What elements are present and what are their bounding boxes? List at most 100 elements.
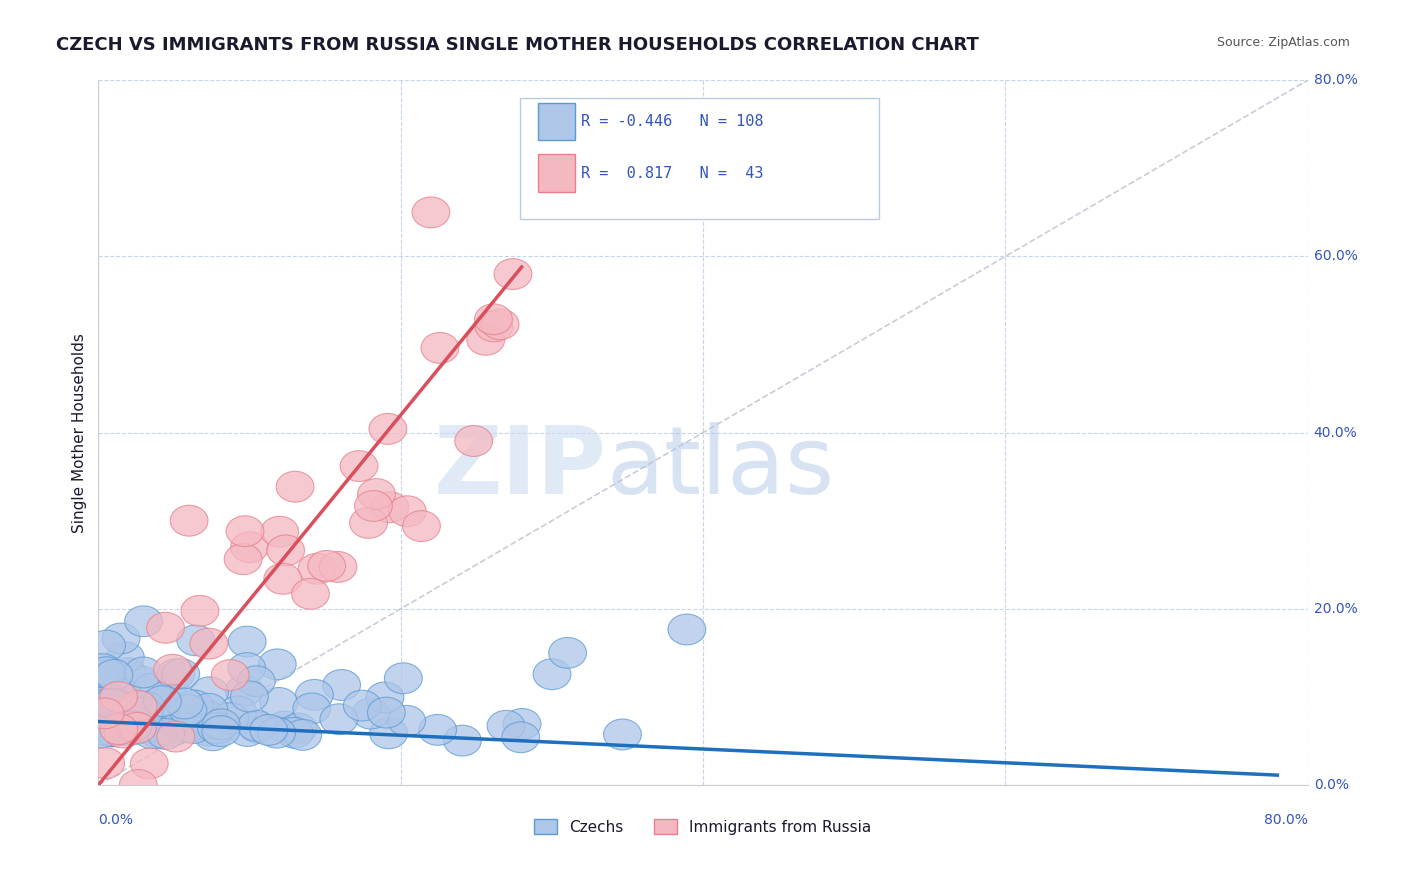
- Ellipse shape: [211, 659, 249, 690]
- Ellipse shape: [120, 699, 157, 730]
- Text: 60.0%: 60.0%: [1313, 250, 1358, 263]
- Text: 40.0%: 40.0%: [1313, 425, 1357, 440]
- Ellipse shape: [148, 673, 186, 705]
- Ellipse shape: [98, 690, 136, 721]
- Ellipse shape: [153, 715, 191, 747]
- Ellipse shape: [486, 710, 524, 741]
- Ellipse shape: [219, 696, 257, 727]
- Ellipse shape: [118, 713, 156, 743]
- Ellipse shape: [371, 491, 409, 523]
- Ellipse shape: [292, 693, 330, 723]
- Text: 20.0%: 20.0%: [1313, 602, 1357, 615]
- Ellipse shape: [134, 673, 172, 704]
- Ellipse shape: [260, 516, 298, 547]
- Ellipse shape: [153, 655, 191, 685]
- Ellipse shape: [475, 311, 513, 342]
- Ellipse shape: [295, 680, 333, 710]
- Ellipse shape: [177, 625, 215, 656]
- Ellipse shape: [174, 713, 212, 744]
- Ellipse shape: [146, 612, 184, 643]
- Ellipse shape: [264, 564, 302, 594]
- Ellipse shape: [443, 725, 481, 756]
- Ellipse shape: [96, 715, 134, 747]
- Ellipse shape: [86, 698, 124, 729]
- Ellipse shape: [367, 698, 405, 728]
- Ellipse shape: [100, 673, 138, 705]
- Ellipse shape: [257, 717, 295, 748]
- Ellipse shape: [475, 304, 512, 334]
- Ellipse shape: [84, 654, 121, 684]
- Ellipse shape: [291, 578, 329, 609]
- Ellipse shape: [139, 717, 177, 748]
- Ellipse shape: [323, 670, 360, 700]
- Ellipse shape: [502, 722, 540, 753]
- Text: 0.0%: 0.0%: [1313, 778, 1348, 792]
- Ellipse shape: [149, 700, 187, 731]
- Ellipse shape: [228, 653, 266, 683]
- Ellipse shape: [169, 695, 207, 725]
- Ellipse shape: [340, 450, 378, 482]
- Ellipse shape: [143, 686, 181, 716]
- Ellipse shape: [226, 516, 264, 547]
- Ellipse shape: [194, 720, 232, 751]
- Ellipse shape: [148, 718, 184, 749]
- Ellipse shape: [388, 706, 426, 736]
- Text: atlas: atlas: [606, 422, 835, 514]
- Ellipse shape: [97, 698, 135, 729]
- Ellipse shape: [231, 681, 269, 712]
- Y-axis label: Single Mother Households: Single Mother Households: [72, 333, 87, 533]
- Ellipse shape: [82, 657, 120, 689]
- Text: 80.0%: 80.0%: [1264, 814, 1308, 827]
- Ellipse shape: [267, 535, 305, 566]
- Ellipse shape: [124, 709, 162, 740]
- Ellipse shape: [228, 626, 266, 657]
- Ellipse shape: [402, 510, 440, 541]
- Ellipse shape: [202, 709, 240, 739]
- Ellipse shape: [107, 714, 143, 745]
- Ellipse shape: [87, 747, 125, 779]
- Ellipse shape: [343, 690, 381, 721]
- Ellipse shape: [350, 508, 388, 538]
- Ellipse shape: [176, 690, 212, 721]
- Ellipse shape: [87, 690, 125, 722]
- Ellipse shape: [120, 690, 157, 722]
- Ellipse shape: [127, 713, 165, 743]
- Ellipse shape: [170, 705, 207, 735]
- Ellipse shape: [321, 704, 357, 735]
- Ellipse shape: [308, 550, 346, 582]
- Ellipse shape: [319, 551, 357, 582]
- Ellipse shape: [191, 677, 228, 707]
- Ellipse shape: [548, 638, 586, 668]
- Ellipse shape: [188, 700, 226, 731]
- Ellipse shape: [124, 711, 162, 742]
- Ellipse shape: [467, 325, 505, 355]
- Text: R = -0.446   N = 108: R = -0.446 N = 108: [581, 114, 763, 128]
- Ellipse shape: [162, 710, 200, 741]
- Ellipse shape: [136, 712, 174, 742]
- Ellipse shape: [96, 659, 132, 690]
- Ellipse shape: [366, 682, 404, 713]
- Ellipse shape: [225, 675, 263, 706]
- Ellipse shape: [384, 663, 422, 694]
- Ellipse shape: [104, 707, 142, 738]
- Ellipse shape: [134, 718, 170, 748]
- Ellipse shape: [533, 659, 571, 690]
- Ellipse shape: [87, 657, 125, 688]
- Ellipse shape: [284, 720, 322, 750]
- Ellipse shape: [157, 659, 194, 690]
- Text: CZECH VS IMMIGRANTS FROM RUSSIA SINGLE MOTHER HOUSEHOLDS CORRELATION CHART: CZECH VS IMMIGRANTS FROM RUSSIA SINGLE M…: [56, 36, 979, 54]
- Ellipse shape: [419, 714, 457, 746]
- Ellipse shape: [104, 717, 142, 747]
- Ellipse shape: [357, 479, 395, 509]
- Ellipse shape: [224, 544, 262, 574]
- Ellipse shape: [668, 614, 706, 645]
- Ellipse shape: [157, 721, 194, 752]
- Ellipse shape: [260, 688, 298, 718]
- Ellipse shape: [89, 686, 127, 717]
- Ellipse shape: [86, 685, 124, 715]
- Ellipse shape: [228, 715, 266, 747]
- Ellipse shape: [368, 414, 406, 444]
- Ellipse shape: [108, 657, 146, 689]
- Ellipse shape: [166, 688, 204, 719]
- Ellipse shape: [93, 689, 131, 719]
